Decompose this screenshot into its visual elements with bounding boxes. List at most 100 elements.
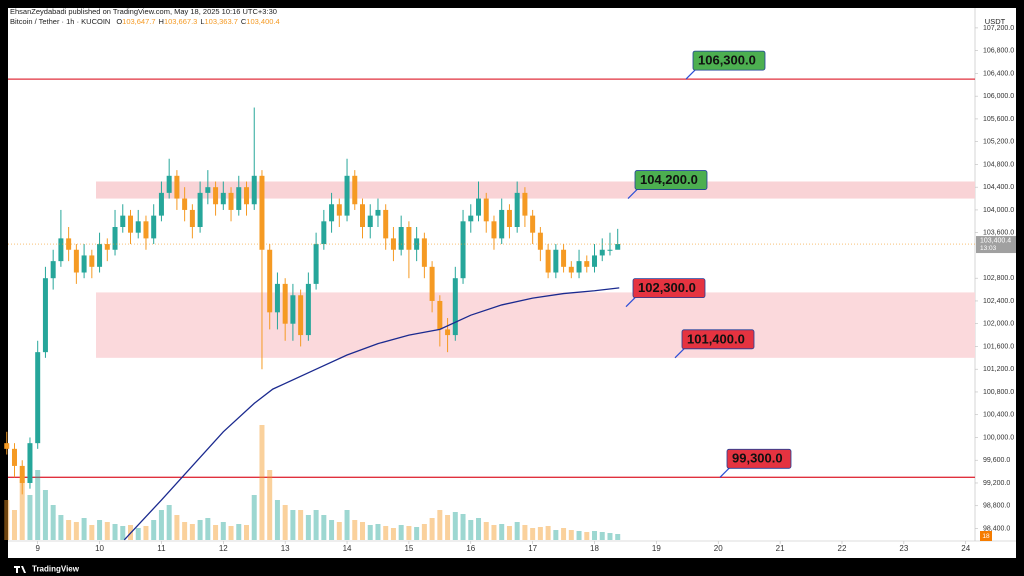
- volume-bar: [445, 515, 451, 540]
- volume-bar: [375, 524, 381, 540]
- ohlc-key: C: [241, 17, 247, 26]
- volume-bar: [73, 522, 79, 540]
- candle-body: [592, 255, 598, 267]
- candle-body: [599, 249, 605, 256]
- candle-body: [267, 249, 273, 313]
- x-tick-label: 12: [219, 544, 228, 553]
- volume-bar: [143, 526, 149, 540]
- y-tick-label: 106,800.0: [983, 48, 1014, 55]
- candle-body: [189, 209, 195, 228]
- candle-body: [321, 221, 327, 245]
- volume-bar: [460, 514, 466, 540]
- volume-bar: [360, 522, 366, 540]
- volume-bar: [298, 510, 304, 540]
- candle-body: [27, 443, 33, 483]
- candle-body: [73, 249, 79, 273]
- candle-body: [274, 283, 280, 313]
- volume-bar: [259, 425, 265, 540]
- volume-bar: [27, 495, 33, 540]
- candle-body: [445, 329, 451, 336]
- volume-bar: [50, 505, 56, 540]
- moving-average: [123, 287, 620, 541]
- volume-bar: [514, 522, 520, 540]
- callout-box: [681, 329, 755, 350]
- y-tick-label: 99,200.0: [983, 480, 1010, 487]
- callout-pointer: [685, 69, 696, 80]
- volume-bar: [182, 522, 188, 540]
- y-tick-label: 100,400.0: [983, 412, 1014, 419]
- x-tick-label: 13: [281, 544, 290, 553]
- candle-body: [460, 221, 466, 279]
- zone: [96, 181, 975, 199]
- candle-body: [259, 175, 265, 250]
- candle-body: [336, 204, 342, 216]
- candle-body: [220, 192, 226, 205]
- volume-bar: [220, 522, 226, 540]
- volume-bar: [530, 528, 536, 540]
- candle-body: [58, 238, 64, 262]
- candle-body: [35, 352, 41, 444]
- candle-body: [406, 227, 412, 250]
- x-tick-label: 20: [714, 544, 723, 553]
- ohlc-value: 103,647.7: [122, 17, 155, 26]
- symbol-title: Bitcoin / Tether · 1h · KUCOIN: [10, 17, 110, 26]
- y-tick-label: 104,400.0: [983, 184, 1014, 191]
- volume-bar: [568, 530, 574, 540]
- callout-pointer: [719, 467, 730, 478]
- candle-body: [437, 300, 443, 330]
- volume-bar: [452, 512, 458, 540]
- candle-body: [483, 198, 489, 222]
- volume-bar: [506, 526, 512, 540]
- candle-body: [352, 175, 358, 205]
- volume-bar: [599, 532, 605, 540]
- currency-label: USDT: [985, 17, 1006, 26]
- volume-bar: [383, 526, 389, 540]
- y-tick-label: 104,000.0: [983, 207, 1014, 214]
- ohlc-value: 103,363.7: [205, 17, 238, 26]
- volume-bar: [267, 470, 273, 540]
- candle-body: [205, 187, 211, 193]
- tv-logo: [14, 566, 26, 573]
- volume-bar: [522, 525, 528, 540]
- volume-bar: [537, 527, 543, 540]
- x-tick-label: 16: [466, 544, 475, 553]
- volume-bar: [437, 510, 443, 540]
- y-tick-label: 102,000.0: [983, 321, 1014, 328]
- zone: [96, 292, 975, 358]
- y-tick-label: 98,400.0: [983, 525, 1010, 532]
- y-tick-label: 101,200.0: [983, 366, 1014, 373]
- x-tick-label: 10: [95, 544, 104, 553]
- volume-bar: [561, 528, 567, 540]
- y-tick-label: 105,600.0: [983, 116, 1014, 123]
- candle-body: [344, 175, 350, 216]
- volume-bar: [468, 520, 474, 540]
- volume-bar: [97, 520, 103, 540]
- volume-bar: [19, 480, 25, 540]
- candle-body: [4, 443, 10, 449]
- publisher-line: EhsanZeydabadi published on TradingView.…: [10, 7, 277, 16]
- candle-body: [615, 244, 621, 250]
- candle-body: [375, 209, 381, 216]
- candle-body: [112, 227, 118, 250]
- candle-body: [251, 175, 257, 205]
- volume-bar: [205, 518, 211, 540]
- volume-bar: [244, 525, 250, 540]
- volume-bar: [406, 526, 412, 540]
- axis-badge: 18: [982, 533, 990, 540]
- volume-bar: [151, 520, 157, 540]
- footer-brand: TradingView: [32, 565, 80, 574]
- candle-body: [127, 215, 133, 233]
- footer-bar: [8, 560, 1016, 576]
- candle-body: [158, 192, 164, 216]
- candle-body: [553, 249, 559, 273]
- volume-bar: [390, 528, 396, 540]
- y-tick-label: 99,600.0: [983, 457, 1010, 464]
- volume-bar: [329, 520, 335, 540]
- y-tick-label: 104,800.0: [983, 161, 1014, 168]
- candle-body: [151, 215, 157, 239]
- callout-label: 106,300.0: [698, 53, 756, 68]
- candle-body: [576, 261, 582, 273]
- volume-bar: [120, 526, 126, 540]
- volume-bar: [321, 515, 327, 540]
